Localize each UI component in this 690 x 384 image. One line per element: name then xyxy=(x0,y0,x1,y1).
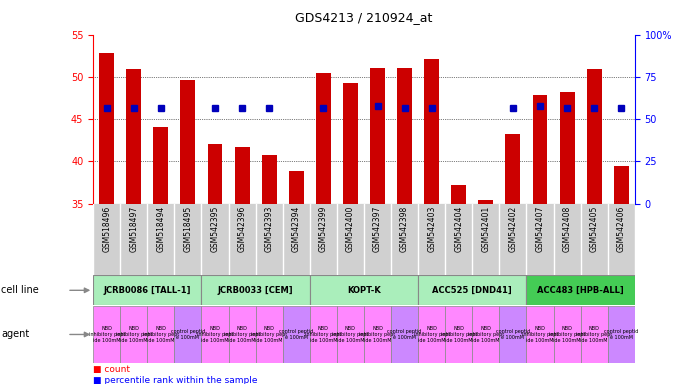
Bar xyxy=(445,306,473,363)
Text: control peptid
e 100mM: control peptid e 100mM xyxy=(279,329,313,340)
Bar xyxy=(120,306,148,363)
Bar xyxy=(424,59,439,204)
Bar xyxy=(418,275,526,305)
Bar xyxy=(473,306,500,363)
Text: ■ percentile rank within the sample: ■ percentile rank within the sample xyxy=(93,376,257,384)
Text: ■ count: ■ count xyxy=(93,365,130,374)
Text: GSM542393: GSM542393 xyxy=(265,206,274,252)
Bar xyxy=(126,69,141,204)
Text: GSM518495: GSM518495 xyxy=(184,206,193,252)
Bar xyxy=(310,275,418,305)
Bar xyxy=(478,200,493,204)
Bar xyxy=(93,275,201,305)
Bar xyxy=(418,306,445,363)
Text: NBD
inhibitory pept
ide 100mM: NBD inhibitory pept ide 100mM xyxy=(197,326,233,343)
Text: GSM542398: GSM542398 xyxy=(400,206,409,252)
Bar xyxy=(201,275,310,305)
Bar xyxy=(316,73,331,204)
Text: control peptid
e 100mM: control peptid e 100mM xyxy=(170,329,205,340)
Text: GSM542407: GSM542407 xyxy=(535,206,544,252)
Bar xyxy=(337,306,364,363)
Bar xyxy=(343,83,358,204)
Text: control peptid
e 100mM: control peptid e 100mM xyxy=(387,329,422,340)
Bar xyxy=(148,306,175,363)
Bar xyxy=(235,147,250,204)
Bar xyxy=(526,306,553,363)
Text: GSM518496: GSM518496 xyxy=(102,206,111,252)
Text: NBD
inhibitory pept
ide 100mM: NBD inhibitory pept ide 100mM xyxy=(116,326,152,343)
Bar xyxy=(553,306,581,363)
Text: NBD
inhibitory pept
ide 100mM: NBD inhibitory pept ide 100mM xyxy=(441,326,477,343)
Text: GSM542404: GSM542404 xyxy=(454,206,463,252)
Text: GSM542396: GSM542396 xyxy=(237,206,246,252)
Bar xyxy=(560,92,575,204)
Text: GSM542405: GSM542405 xyxy=(590,206,599,252)
Text: GSM542408: GSM542408 xyxy=(562,206,571,252)
Text: NBD
inhibitory pept
ide 100mM: NBD inhibitory pept ide 100mM xyxy=(251,326,287,343)
Text: GSM542395: GSM542395 xyxy=(210,206,219,252)
Bar xyxy=(228,306,256,363)
Bar xyxy=(256,306,283,363)
Bar xyxy=(201,306,228,363)
Text: GSM518497: GSM518497 xyxy=(129,206,138,252)
Text: KOPT-K: KOPT-K xyxy=(347,286,381,295)
Text: GSM542394: GSM542394 xyxy=(292,206,301,252)
Text: NBD
inhibitory pept
ide 100mM: NBD inhibitory pept ide 100mM xyxy=(359,326,395,343)
Text: agent: agent xyxy=(1,329,30,339)
Text: NBD
inhibitory pept
ide 100mM: NBD inhibitory pept ide 100mM xyxy=(468,326,504,343)
Text: GSM542403: GSM542403 xyxy=(427,206,436,252)
Text: JCRB0033 [CEM]: JCRB0033 [CEM] xyxy=(218,286,293,295)
Bar xyxy=(283,306,310,363)
Text: NBD
inhibitory pept
ide 100mM: NBD inhibitory pept ide 100mM xyxy=(88,326,125,343)
Text: JCRB0086 [TALL-1]: JCRB0086 [TALL-1] xyxy=(104,286,191,295)
Bar xyxy=(99,53,114,204)
Bar xyxy=(153,127,168,204)
Bar xyxy=(93,306,120,363)
Text: NBD
inhibitory pept
ide 100mM: NBD inhibitory pept ide 100mM xyxy=(224,326,260,343)
Bar xyxy=(289,171,304,204)
Bar xyxy=(581,306,608,363)
Bar xyxy=(500,306,526,363)
Bar xyxy=(181,80,195,204)
Text: GSM542402: GSM542402 xyxy=(509,206,518,252)
Bar xyxy=(364,306,391,363)
Text: NBD
inhibitory pept
ide 100mM: NBD inhibitory pept ide 100mM xyxy=(333,326,368,343)
Bar xyxy=(370,68,385,204)
Bar xyxy=(391,306,418,363)
Bar xyxy=(533,94,547,204)
Text: NBD
inhibitory pept
ide 100mM: NBD inhibitory pept ide 100mM xyxy=(305,326,342,343)
Bar xyxy=(608,306,635,363)
Bar xyxy=(451,185,466,204)
Bar xyxy=(526,275,635,305)
Text: NBD
inhibitory pept
ide 100mM: NBD inhibitory pept ide 100mM xyxy=(576,326,612,343)
Text: GSM542397: GSM542397 xyxy=(373,206,382,252)
Text: NBD
inhibitory pept
ide 100mM: NBD inhibitory pept ide 100mM xyxy=(522,326,558,343)
Text: GSM542400: GSM542400 xyxy=(346,206,355,252)
Text: NBD
inhibitory pept
ide 100mM: NBD inhibitory pept ide 100mM xyxy=(143,326,179,343)
Bar xyxy=(208,144,222,204)
Bar xyxy=(175,306,201,363)
Text: NBD
inhibitory pept
ide 100mM: NBD inhibitory pept ide 100mM xyxy=(549,326,585,343)
Bar xyxy=(586,69,602,204)
Text: GSM542399: GSM542399 xyxy=(319,206,328,252)
Text: GSM518494: GSM518494 xyxy=(157,206,166,252)
Text: control peptid
e 100mM: control peptid e 100mM xyxy=(604,329,638,340)
Bar xyxy=(506,134,520,204)
Text: ACC483 [HPB-ALL]: ACC483 [HPB-ALL] xyxy=(538,286,624,295)
Text: ACC525 [DND41]: ACC525 [DND41] xyxy=(433,286,512,295)
Text: GSM542401: GSM542401 xyxy=(482,206,491,252)
Text: GSM542406: GSM542406 xyxy=(617,206,626,252)
Bar xyxy=(614,166,629,204)
Text: GDS4213 / 210924_at: GDS4213 / 210924_at xyxy=(295,12,433,25)
Text: control peptid
e 100mM: control peptid e 100mM xyxy=(495,329,530,340)
Bar xyxy=(397,68,412,204)
Text: NBD
inhibitory pept
ide 100mM: NBD inhibitory pept ide 100mM xyxy=(413,326,450,343)
Bar xyxy=(310,306,337,363)
Text: cell line: cell line xyxy=(1,285,39,295)
Bar xyxy=(262,154,277,204)
